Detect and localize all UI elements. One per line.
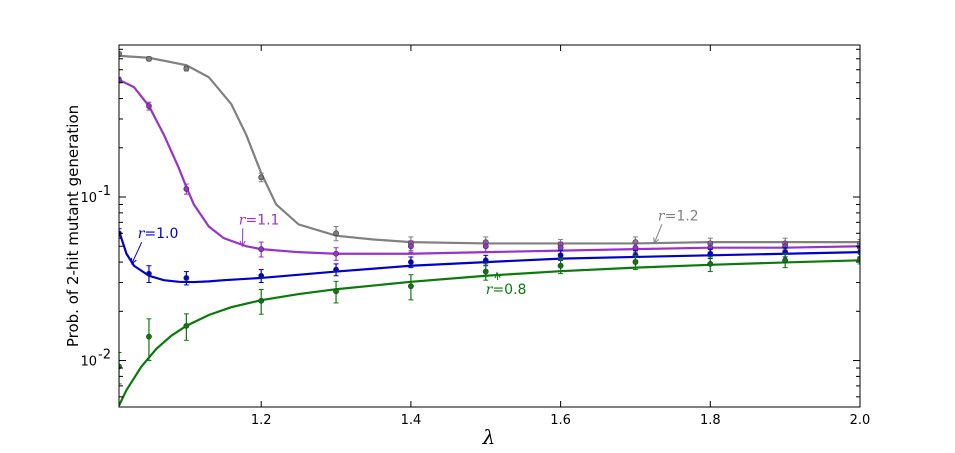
data-point <box>632 259 639 265</box>
x-tick-label: 2.0 <box>850 413 871 428</box>
data-point <box>557 262 564 269</box>
annotation-variable: r <box>486 282 494 298</box>
data-point <box>408 259 414 265</box>
series-r=1.2 <box>119 50 860 252</box>
plot-area <box>119 50 860 407</box>
data-point <box>183 65 190 72</box>
annotation-label: r=1.1 <box>239 212 280 228</box>
data-point <box>258 272 265 279</box>
annotation-r12: r=1.2 <box>653 208 699 245</box>
series-line <box>119 78 860 255</box>
annotation-arrow <box>131 241 143 265</box>
data-point <box>183 275 190 281</box>
data-point <box>482 268 489 275</box>
x-axis: 1.2 1.4 1.6 1.8 2.0 <box>251 45 870 428</box>
annotations: r=1.2r=1.1r=1.0r=0.8 <box>131 208 699 298</box>
annotation-r10: r=1.0 <box>131 226 179 265</box>
y-tick-label: 10 <box>80 191 97 206</box>
annotation-arrow <box>653 224 663 244</box>
annotation-value: =1.2 <box>665 208 699 224</box>
annotation-variable: r <box>658 208 666 224</box>
data-point <box>333 230 339 237</box>
data-point <box>408 243 414 250</box>
data-point <box>258 297 265 304</box>
x-axis-title: λ <box>482 425 496 449</box>
y-tick-label-exponent: -2 <box>98 348 111 363</box>
data-point <box>482 257 489 264</box>
data-point <box>707 260 714 267</box>
data-point <box>557 252 564 259</box>
y-axis-title: Prob. of 2-hit mutant generation <box>64 105 82 347</box>
axes-frame <box>118 44 861 408</box>
data-point <box>146 333 152 340</box>
annotation-label: r=1.2 <box>658 208 699 224</box>
data-point <box>857 255 860 262</box>
annotation-variable: r <box>239 212 247 228</box>
annotation-r11: r=1.1 <box>239 212 280 248</box>
annotation-variable: r <box>138 226 146 242</box>
data-point <box>146 103 152 109</box>
data-point <box>333 250 339 257</box>
data-point <box>333 288 339 295</box>
data-point <box>632 244 639 251</box>
data-point <box>258 174 265 181</box>
data-point <box>146 270 152 277</box>
series-line <box>119 230 860 284</box>
data-point <box>183 322 190 329</box>
x-tick-label: 1.8 <box>700 413 721 428</box>
data-point <box>782 257 789 264</box>
annotation-arrowhead <box>239 240 246 248</box>
data-point <box>258 246 265 253</box>
x-tick-label: 1.2 <box>251 413 272 428</box>
x-tick-label: 1.6 <box>550 413 571 428</box>
y-axis: 10-210-1 <box>80 48 860 398</box>
data-point <box>146 55 152 62</box>
y-tick-label-exponent: -1 <box>98 184 111 199</box>
data-point <box>482 243 489 250</box>
data-point <box>183 186 190 192</box>
series-r=1.1 <box>119 76 860 261</box>
x-tick-label: 1.4 <box>401 413 422 428</box>
annotation-arrowhead <box>653 237 659 245</box>
annotation-r08: r=0.8 <box>486 271 527 298</box>
annotation-arrowhead <box>131 257 137 265</box>
annotation-value: =1.0 <box>144 226 178 242</box>
annotation-label: r=1.0 <box>138 226 179 242</box>
annotation-label: r=0.8 <box>486 282 527 298</box>
series-line <box>119 259 860 407</box>
series-line <box>119 54 860 245</box>
annotation-value: =1.1 <box>245 212 279 228</box>
y-tick-label: 10 <box>80 355 97 370</box>
data-point <box>333 266 339 273</box>
annotation-arrow <box>496 272 499 281</box>
data-point <box>707 250 714 257</box>
annotation-arrowhead <box>494 271 501 279</box>
data-point <box>557 244 564 251</box>
series-r=0.8 <box>119 253 860 407</box>
data-point <box>408 283 414 290</box>
annotation-value: =0.8 <box>492 282 526 298</box>
